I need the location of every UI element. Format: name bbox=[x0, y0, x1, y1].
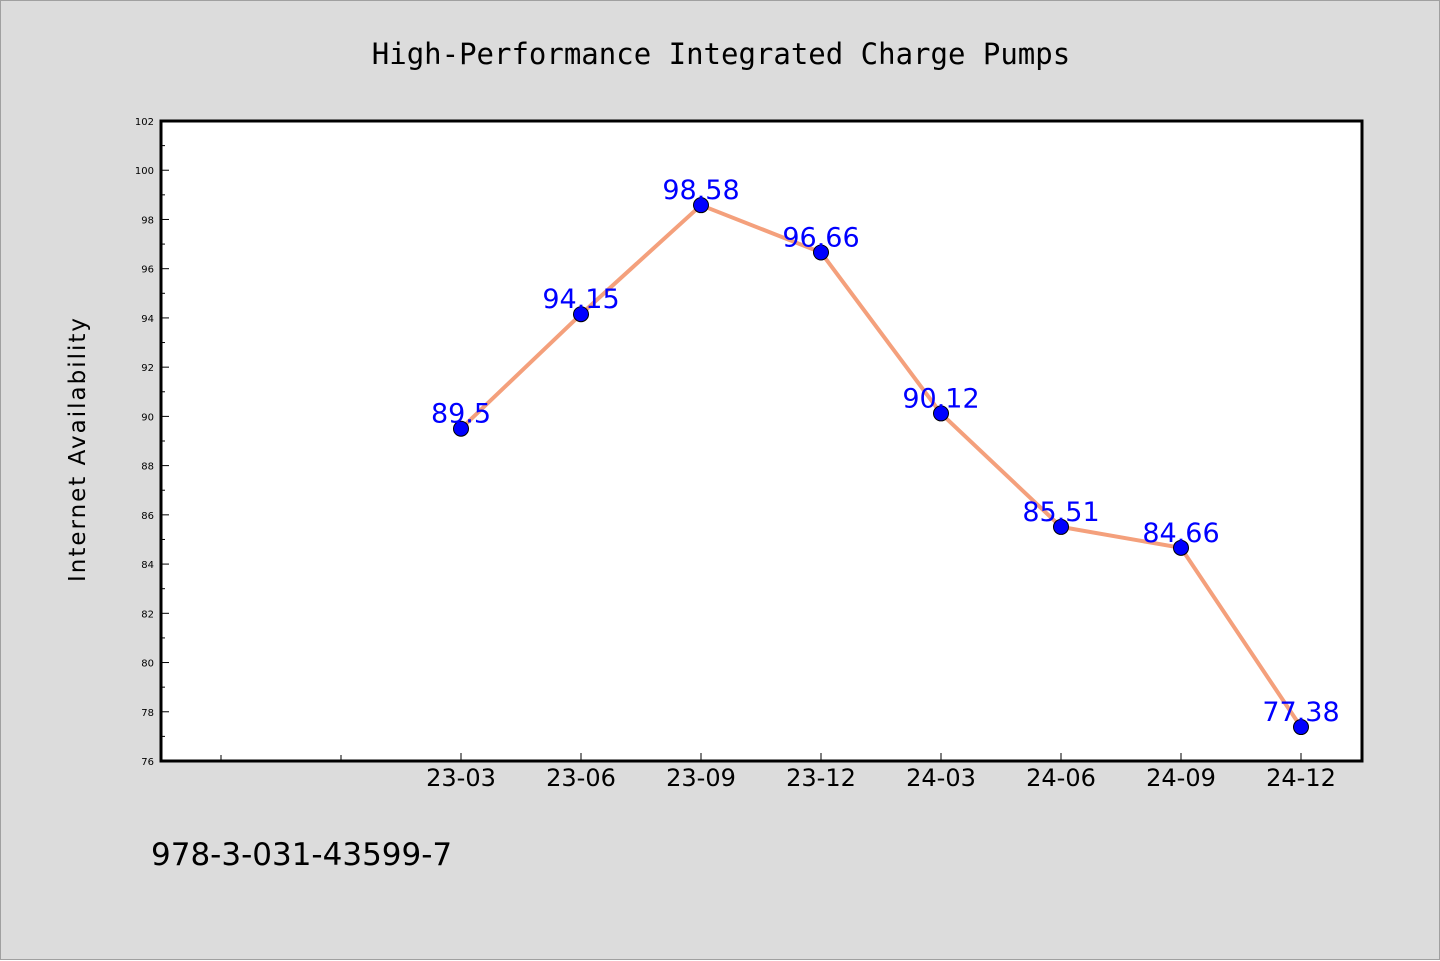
data-label: 84.66 bbox=[1142, 518, 1219, 549]
x-tick-label: 23-03 bbox=[426, 764, 496, 792]
y-tick-label: 86 bbox=[141, 511, 154, 522]
y-tick-label: 80 bbox=[141, 659, 154, 670]
data-labels: 89.5 94.15 98.58 96.66 90.12 85.51 84.66 77.38 bbox=[431, 175, 1340, 728]
axis-ticks: 76 78 80 82 84 86 88 90 92 94 96 98 100 102 23-03 23-06… bbox=[135, 117, 1336, 792]
data-label: 98.58 bbox=[662, 175, 739, 206]
y-tick-label: 94 bbox=[141, 314, 154, 325]
y-tick-label: 98 bbox=[141, 215, 154, 226]
data-point bbox=[453, 420, 469, 437]
data-point bbox=[1293, 719, 1309, 736]
data-label: 85.51 bbox=[1022, 497, 1099, 528]
x-tick-label: 23-09 bbox=[666, 764, 736, 792]
y-tick-label: 90 bbox=[141, 412, 154, 423]
y-tick-label: 100 bbox=[135, 166, 154, 177]
x-tick-label: 23-12 bbox=[786, 764, 856, 792]
y-tick-label: 92 bbox=[141, 363, 154, 374]
plot-frame bbox=[159, 119, 1364, 763]
y-tick-label: 82 bbox=[141, 609, 154, 620]
y-tick-label: 88 bbox=[141, 462, 154, 473]
series-line bbox=[459, 203, 1303, 730]
plot-area bbox=[161, 121, 1362, 761]
data-point bbox=[813, 244, 829, 261]
isbn-text: 978-3-031-43599-7 bbox=[151, 837, 452, 873]
y-tick-label: 102 bbox=[135, 117, 154, 128]
x-tick-label: 24-12 bbox=[1266, 764, 1336, 792]
chart-title: High-Performance Integrated Charge Pumps bbox=[372, 37, 1070, 71]
x-tick-label: 24-06 bbox=[1026, 764, 1096, 792]
series-layer bbox=[453, 197, 1309, 736]
x-tick-label: 24-09 bbox=[1146, 764, 1216, 792]
data-label: 90.12 bbox=[902, 383, 979, 414]
data-point bbox=[933, 405, 949, 422]
y-tick-label: 84 bbox=[141, 560, 154, 571]
data-point bbox=[693, 197, 709, 214]
x-tick-label: 23-06 bbox=[546, 764, 616, 792]
y-tick-label: 76 bbox=[141, 757, 154, 768]
x-tick-label: 24-03 bbox=[906, 764, 976, 792]
data-point bbox=[573, 306, 589, 323]
data-label: 77.38 bbox=[1262, 697, 1339, 728]
data-label: 89.5 bbox=[431, 399, 491, 430]
y-tick-label: 96 bbox=[141, 265, 154, 276]
data-label: 94.15 bbox=[542, 284, 619, 315]
y-axis-label: Internet Availability bbox=[65, 316, 91, 582]
y-tick-label: 78 bbox=[141, 708, 154, 719]
data-point bbox=[1053, 518, 1069, 535]
data-point bbox=[1173, 539, 1189, 556]
data-label: 96.66 bbox=[782, 222, 859, 253]
